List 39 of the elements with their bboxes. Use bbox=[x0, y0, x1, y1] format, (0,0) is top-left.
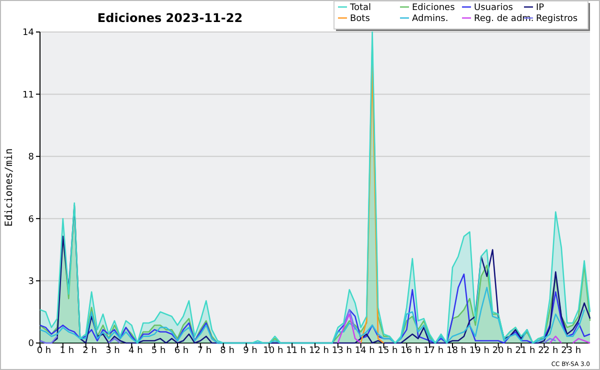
x-tick-label: 13 h bbox=[332, 346, 352, 356]
legend-label: Total bbox=[349, 3, 372, 13]
y-tick-label: 3 bbox=[28, 276, 34, 287]
x-tick-label: 6 h bbox=[174, 346, 189, 356]
x-tick-label: 4 h bbox=[128, 346, 143, 356]
x-tick-label: 23 h bbox=[561, 346, 582, 356]
x-tick-label: 22 h bbox=[538, 346, 558, 356]
legend-label: Registros bbox=[536, 14, 578, 24]
legend-label: Ediciones bbox=[412, 3, 456, 13]
legend-label: IP bbox=[536, 3, 545, 13]
chart-title: Ediciones 2023-11-22 bbox=[97, 11, 243, 25]
x-tick-label: 19 h bbox=[469, 346, 490, 356]
x-tick-label: 5 h bbox=[151, 346, 166, 356]
x-tick-label: 2 h bbox=[82, 346, 97, 356]
y-tick-label: 0 bbox=[28, 339, 34, 350]
x-tick-label: 16 h bbox=[400, 346, 421, 356]
x-tick-label: 20 h bbox=[492, 346, 512, 356]
x-tick-label: 8 h bbox=[220, 346, 234, 356]
x-tick-label: 14 h bbox=[354, 346, 375, 356]
x-tick-label: 10 h bbox=[263, 346, 284, 356]
legend-label: Admins. bbox=[412, 14, 448, 24]
x-tick-label: 17 h bbox=[424, 346, 444, 356]
y-tick-label: 14 bbox=[22, 28, 34, 38]
legend-label: Usuarios bbox=[474, 3, 514, 13]
x-tick-label: 21 h bbox=[515, 346, 536, 356]
x-tick-label: 15 h bbox=[378, 346, 398, 356]
legend-label: Bots bbox=[350, 14, 370, 24]
x-tick-label: 11 h bbox=[286, 346, 306, 356]
x-tick-label: 9 h bbox=[243, 346, 258, 356]
x-tick-label: 3 h bbox=[106, 346, 120, 356]
x-tick-label: 12 h bbox=[308, 346, 330, 356]
y-tick-label: 11 bbox=[22, 90, 34, 100]
x-tick-label: 18 h bbox=[446, 346, 467, 356]
y-axis-title: Ediciones/min bbox=[4, 148, 15, 227]
x-tick-label: 7 h bbox=[197, 346, 212, 356]
x-tick-label: 0 h bbox=[36, 346, 52, 356]
legend-label: Reg. de adm. bbox=[474, 14, 534, 24]
y-tick-label: 8 bbox=[28, 152, 34, 163]
y-tick-label: 6 bbox=[28, 214, 34, 225]
